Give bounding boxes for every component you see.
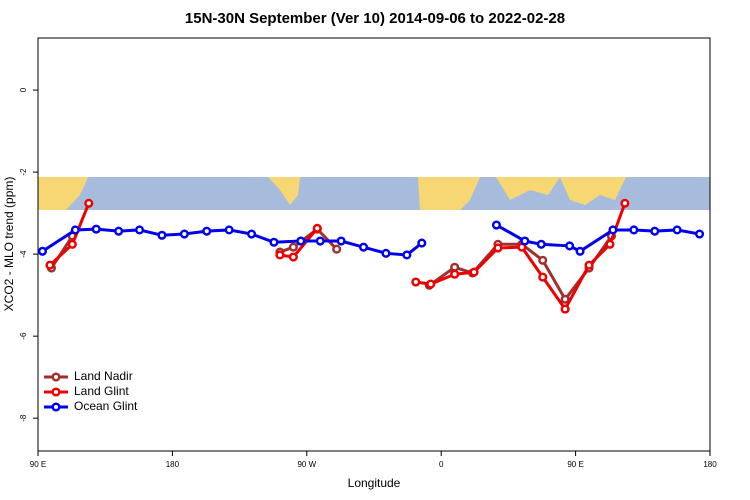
point	[426, 279, 436, 289]
point	[288, 252, 298, 262]
point	[312, 223, 322, 233]
x-tick-label: 180	[703, 460, 717, 469]
x-tick-label: 90 E	[567, 460, 583, 469]
point	[332, 244, 342, 254]
point	[565, 241, 575, 251]
point	[560, 304, 570, 314]
point	[45, 260, 55, 270]
point	[70, 225, 80, 235]
point	[694, 229, 705, 239]
x-axis-label: Longitude	[348, 476, 401, 490]
point	[584, 260, 594, 270]
point	[538, 255, 548, 265]
legend-label: Ocean Glint	[74, 399, 138, 413]
x-tick-label: 180	[166, 460, 180, 469]
point	[650, 226, 660, 236]
point	[450, 262, 460, 272]
point	[520, 236, 530, 246]
y-tick-label: -2	[19, 168, 28, 176]
point	[202, 226, 212, 236]
y-tick-label: -4	[19, 250, 28, 258]
y-tick-label: -6	[19, 332, 28, 340]
point	[605, 239, 615, 249]
point	[411, 277, 421, 287]
chart-title: 15N-30N September (Ver 10) 2014-09-06 to…	[185, 10, 565, 27]
x-tick-label: 90 E	[30, 460, 46, 469]
point	[469, 267, 479, 277]
point	[560, 294, 570, 304]
point	[336, 236, 346, 246]
point	[296, 236, 306, 246]
point	[358, 242, 369, 252]
point	[536, 239, 546, 249]
point	[84, 198, 94, 208]
point	[288, 242, 298, 252]
legend-label: Land Glint	[74, 384, 129, 398]
map-band	[38, 177, 710, 210]
legend-marker	[51, 387, 61, 397]
legend-marker	[51, 402, 61, 412]
legend-marker	[51, 372, 61, 382]
y-axis-label: XCO2 - MLO trend (ppm)	[2, 177, 16, 312]
legend-label: Land Nadir	[74, 369, 133, 383]
y-tick-label: 0	[19, 87, 28, 92]
point	[629, 225, 639, 235]
point	[134, 225, 145, 235]
point	[493, 243, 503, 253]
point	[269, 237, 279, 247]
point	[275, 250, 285, 260]
point	[575, 246, 585, 256]
point	[538, 272, 548, 282]
point	[491, 220, 502, 230]
point	[157, 230, 167, 240]
point	[402, 250, 412, 260]
point	[381, 248, 391, 258]
point	[417, 238, 427, 248]
point	[620, 198, 630, 208]
point	[67, 239, 77, 249]
point	[450, 269, 460, 279]
plot-frame	[37, 37, 711, 452]
x-tick-label: 0	[439, 460, 444, 469]
point	[224, 225, 234, 235]
point	[179, 229, 189, 239]
point	[114, 226, 124, 236]
point	[315, 236, 325, 246]
point	[91, 224, 101, 234]
x-tick-label: 90 W	[297, 460, 316, 469]
point	[246, 229, 257, 239]
point	[37, 246, 48, 256]
y-tick-label: -8	[19, 414, 28, 422]
point	[608, 225, 618, 235]
point	[672, 225, 682, 235]
